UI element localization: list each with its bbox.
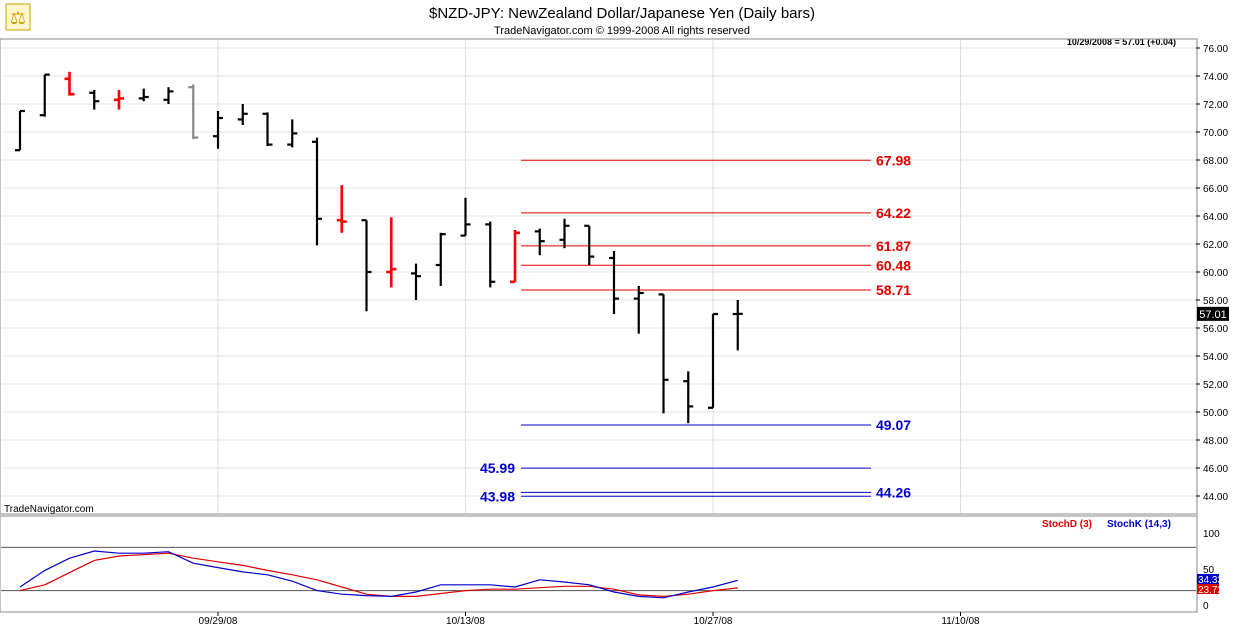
ohlc-bar xyxy=(658,293,669,414)
ohlc-bar xyxy=(386,217,397,288)
stochd-legend: StochD (3) xyxy=(1042,519,1092,530)
price-axis: 44.00 46.00 48.00 50.00 52.00 54.00 56.00 58.00… xyxy=(1196,44,1228,503)
tradenavigator-logo: ⚖ xyxy=(5,3,31,31)
level-label-60.48: 60.48 xyxy=(876,257,911,273)
stoch-value-tags: 34.33 23.72 xyxy=(1197,574,1223,596)
ohlc-bar xyxy=(64,71,75,96)
ohlc-bar xyxy=(287,119,298,148)
stoch-tick-label: 50 xyxy=(1203,565,1215,576)
last-price-tag: 57.01 xyxy=(1197,306,1229,321)
ohlc-bar xyxy=(559,218,570,249)
ohlc-bar xyxy=(114,90,124,110)
ohlc-bar xyxy=(584,224,595,265)
ohlc-bar xyxy=(39,73,50,117)
ohlc-bar xyxy=(312,137,322,246)
ohlc-bar xyxy=(732,300,743,351)
stochd-line xyxy=(19,552,738,598)
price-tick-label: 52.00 xyxy=(1203,380,1228,391)
price-tick-label: 48.00 xyxy=(1203,436,1228,447)
stochd-last-value: 23.72 xyxy=(1198,585,1223,596)
price-tick-label: 76.00 xyxy=(1203,44,1228,55)
date-axis: 09/29/08 10/13/08 10/27/08 11/10/08 xyxy=(199,612,980,627)
price-tick-label: 64.00 xyxy=(1203,212,1228,223)
ohlc-bar xyxy=(534,228,545,256)
ohlc-bar xyxy=(411,263,421,300)
ohlc-bar xyxy=(460,197,471,237)
price-tick-label: 68.00 xyxy=(1203,156,1228,167)
stochk-legend: StochK (14,3) xyxy=(1107,519,1171,530)
price-grid xyxy=(1,39,1196,514)
ohlc-bars xyxy=(15,71,743,424)
ohlc-bar xyxy=(188,84,199,139)
stoch-tick-label: 0 xyxy=(1203,601,1209,612)
ohlc-bar xyxy=(708,312,718,409)
level-label-49.07: 49.07 xyxy=(876,417,911,433)
level-label-44.26: 44.26 xyxy=(876,484,911,500)
price-panel-frame xyxy=(0,38,1198,515)
watermark-text: TradeNavigator.com xyxy=(4,504,94,515)
date-tick-label: 11/10/08 xyxy=(941,616,980,627)
ohlc-bar xyxy=(361,219,372,312)
ohlc-bar xyxy=(435,232,446,286)
price-tick-label: 50.00 xyxy=(1203,408,1228,419)
level-label-58.71: 58.71 xyxy=(876,282,911,298)
price-tick-label: 54.00 xyxy=(1203,352,1228,363)
stochastic-axis: 100 50 0 xyxy=(1,529,1220,612)
chart-title: $NZD-JPY: NewZealand Dollar/Japanese Yen… xyxy=(429,5,815,22)
ohlc-bar xyxy=(609,251,619,314)
price-tick-label: 74.00 xyxy=(1203,72,1228,83)
price-tick-label: 70.00 xyxy=(1203,128,1228,139)
stochk-line xyxy=(19,550,738,599)
date-tick-label: 10/13/08 xyxy=(446,616,485,627)
last-quote-text: 10/29/2008 = 57.01 (+0.04) xyxy=(1067,37,1176,47)
stochk-last-value: 34.33 xyxy=(1198,575,1223,586)
ohlc-bar xyxy=(89,90,100,110)
ohlc-bar xyxy=(237,104,248,125)
price-tick-label: 60.00 xyxy=(1203,268,1228,279)
price-tick-label: 44.00 xyxy=(1203,492,1228,503)
copyright-text: TradeNavigator.com © 1999-2008 All right… xyxy=(494,25,750,37)
level-label-61.87: 61.87 xyxy=(876,238,911,254)
stoch-tick-label: 100 xyxy=(1203,529,1220,540)
ohlc-bar xyxy=(262,112,273,146)
ohlc-bar xyxy=(633,286,644,334)
ohlc-bar xyxy=(510,230,520,284)
date-tick-label: 09/29/08 xyxy=(199,616,238,627)
ohlc-bar xyxy=(15,109,25,152)
price-tick-label: 62.00 xyxy=(1203,240,1228,251)
level-label-43.98: 43.98 xyxy=(480,488,515,504)
level-label-67.98: 67.98 xyxy=(876,152,911,168)
price-tick-label: 72.00 xyxy=(1203,100,1228,111)
level-label-45.99: 45.99 xyxy=(480,460,515,476)
stochastic-panel-frame xyxy=(0,515,1198,613)
last-price-value: 57.01 xyxy=(1199,309,1227,321)
ohlc-bar xyxy=(683,371,694,424)
stochastic-lines xyxy=(19,550,738,599)
svg-text:⚖: ⚖ xyxy=(10,8,26,29)
date-tick-label: 10/27/08 xyxy=(694,616,733,627)
price-tick-label: 56.00 xyxy=(1203,324,1228,335)
level-lines: 67.98 64.22 61.87 60.48 58.71 49.07 45.99 44.26… xyxy=(480,152,911,504)
price-tick-label: 66.00 xyxy=(1203,184,1228,195)
ohlc-bar xyxy=(336,185,347,233)
ohlc-bar xyxy=(485,221,496,288)
level-label-64.22: 64.22 xyxy=(876,205,911,221)
price-tick-label: 46.00 xyxy=(1203,464,1228,475)
ohlc-bar xyxy=(163,87,174,104)
price-tick-label: 58.00 xyxy=(1203,296,1228,307)
ohlc-bar xyxy=(213,111,223,149)
ohlc-bar xyxy=(138,88,149,102)
